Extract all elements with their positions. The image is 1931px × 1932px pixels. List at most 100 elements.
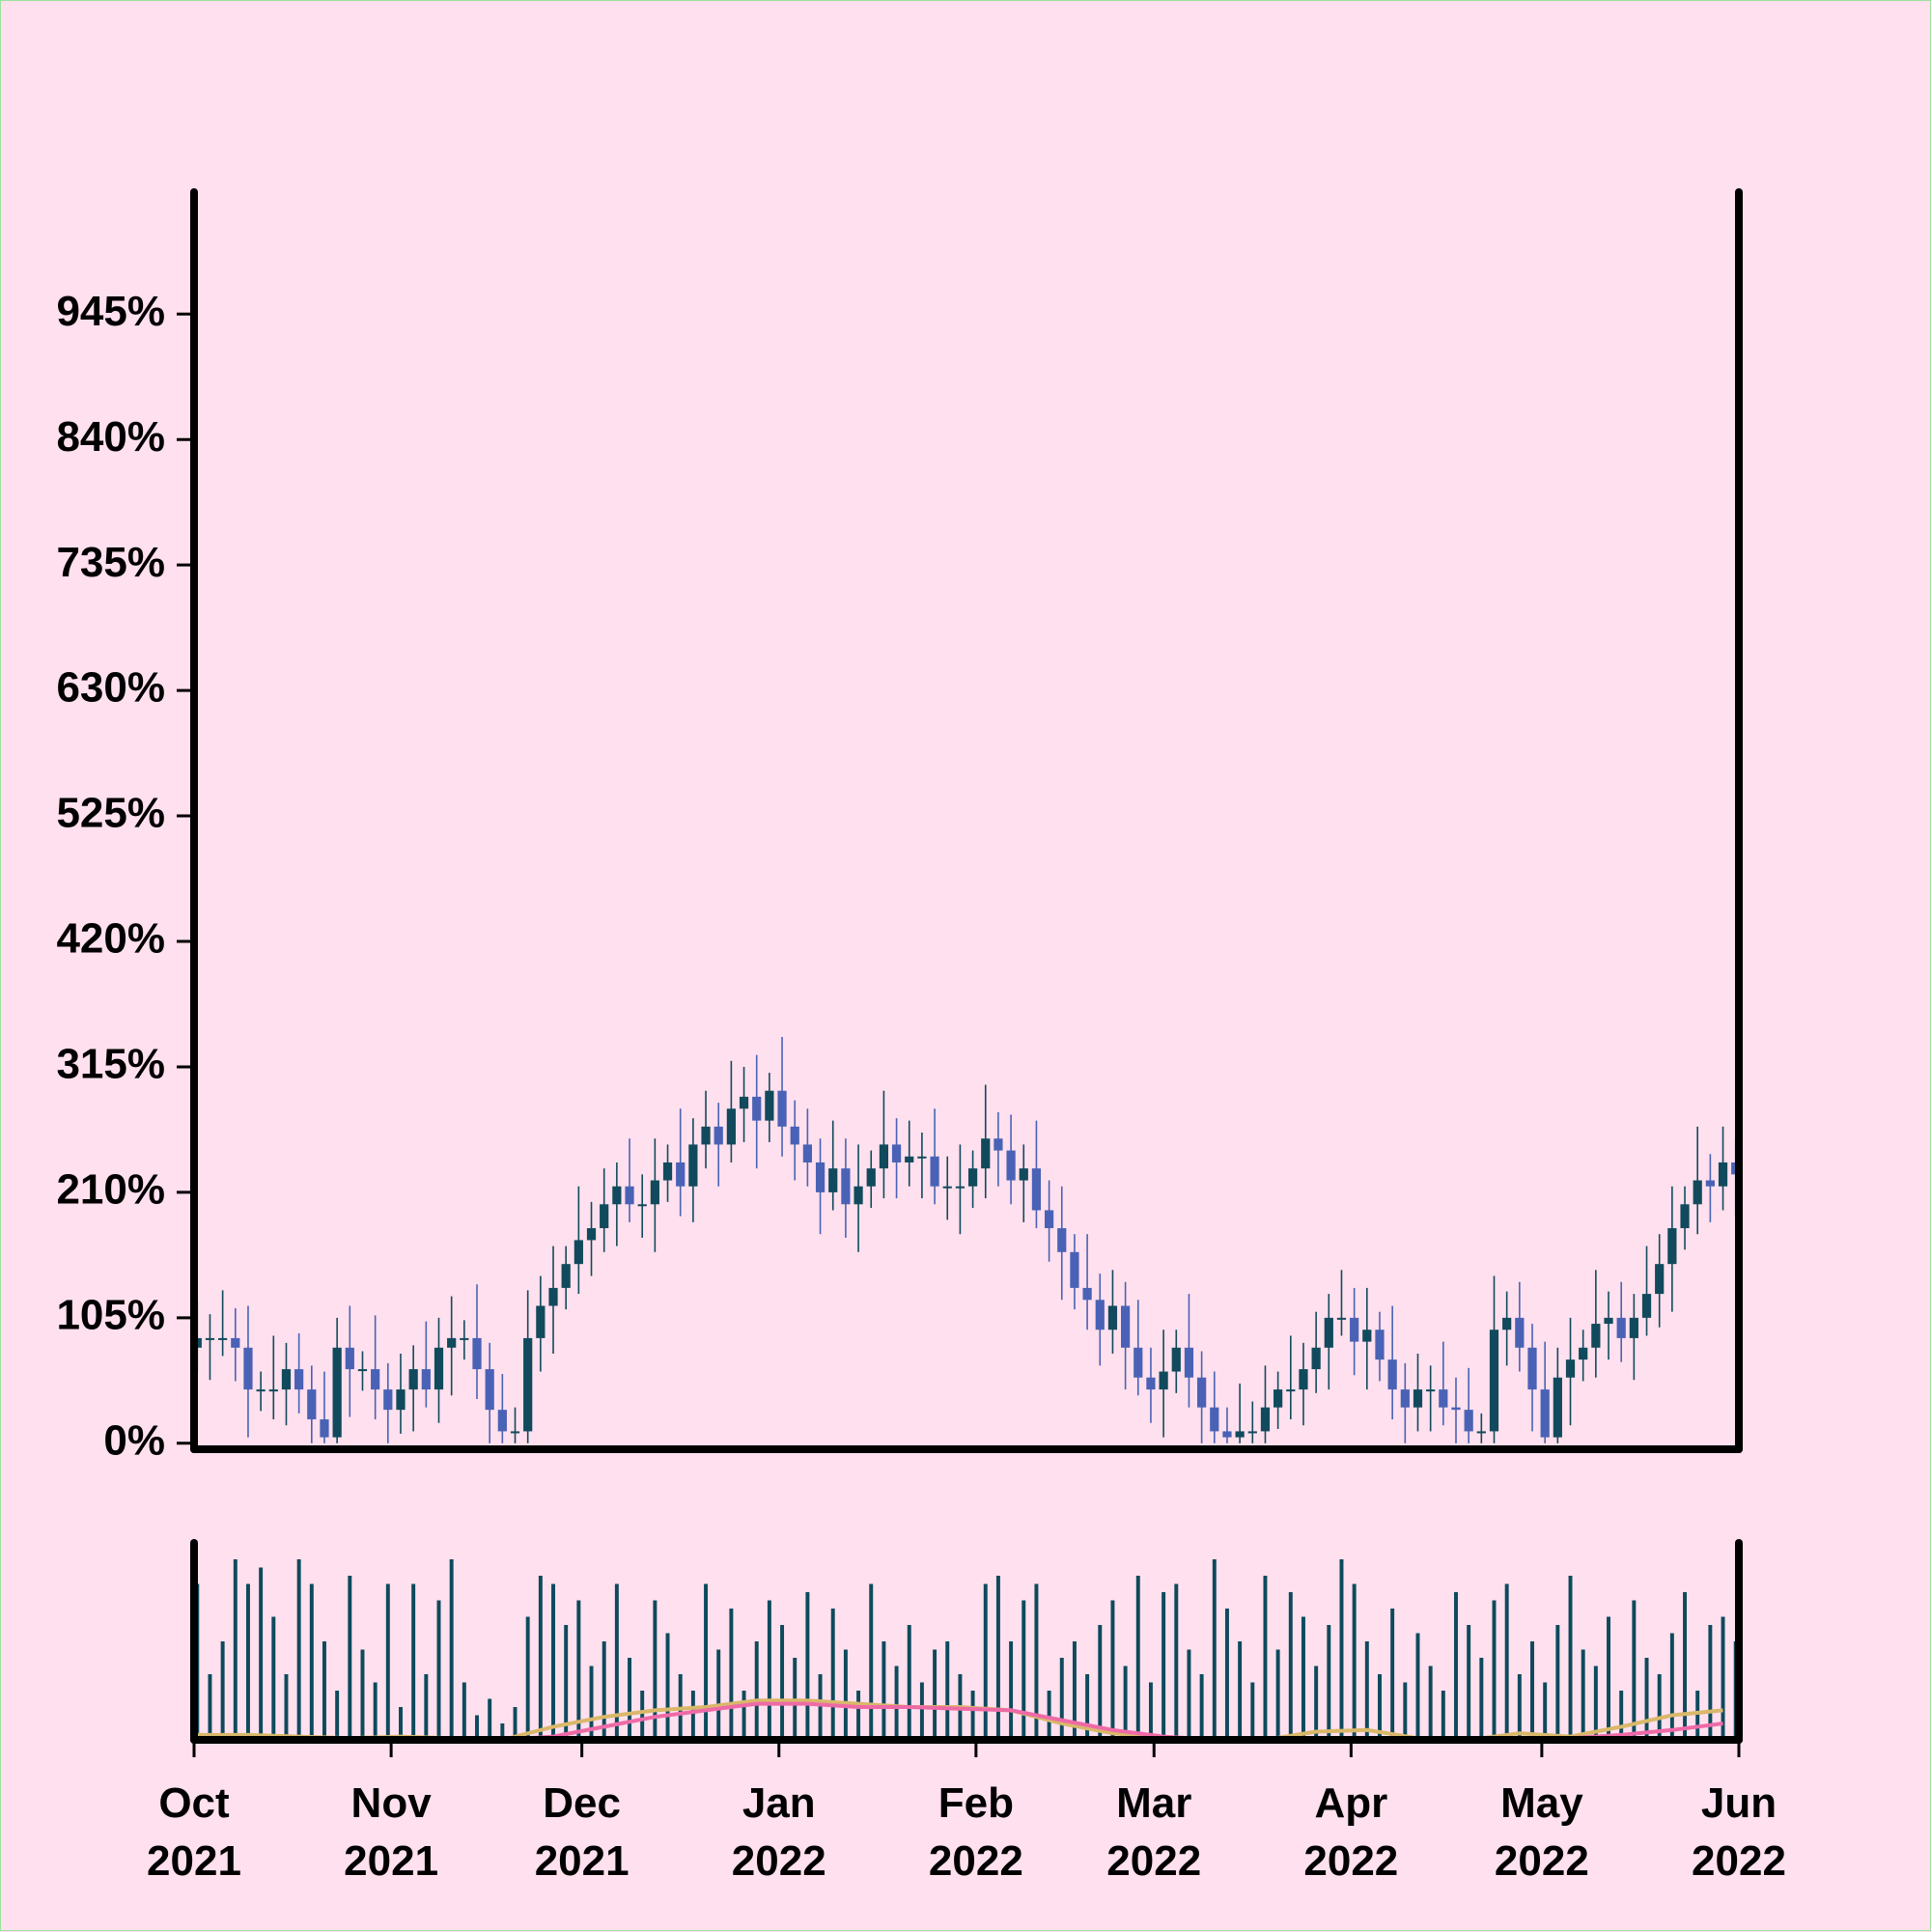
- volume-bar: [1619, 1691, 1624, 1740]
- volume-bar: [690, 1691, 695, 1740]
- candle-body: [1222, 1431, 1232, 1438]
- volume-bar: [1199, 1674, 1204, 1740]
- volume-bar: [513, 1707, 518, 1740]
- candle-body: [993, 1138, 1003, 1151]
- volume-bar: [945, 1641, 950, 1740]
- volume-bar: [882, 1641, 886, 1740]
- candle-body: [574, 1240, 583, 1265]
- volume-bar: [1530, 1641, 1534, 1740]
- candle-body: [1718, 1162, 1728, 1187]
- volume-bar: [1238, 1641, 1243, 1740]
- candle-body: [802, 1144, 812, 1162]
- candle-body: [1579, 1347, 1588, 1360]
- volume-bar: [1568, 1576, 1573, 1740]
- volume-bar: [1467, 1625, 1471, 1740]
- candle-body: [841, 1168, 851, 1205]
- candle-body: [955, 1186, 966, 1189]
- volume-bar: [564, 1625, 569, 1740]
- candle-body: [1184, 1347, 1194, 1378]
- candle-body: [1031, 1168, 1042, 1211]
- candle-body: [1655, 1264, 1665, 1295]
- volume-bar: [1123, 1666, 1128, 1740]
- volume-bar: [1110, 1600, 1115, 1740]
- volume-bar: [628, 1658, 632, 1740]
- candle-body: [752, 1096, 762, 1121]
- volume-bar: [1352, 1583, 1357, 1740]
- volume-bar: [1695, 1691, 1700, 1740]
- candle-body: [408, 1369, 418, 1390]
- candle-body: [866, 1168, 876, 1187]
- candle-body: [739, 1096, 749, 1109]
- candle-body: [1121, 1305, 1131, 1348]
- candle-body: [1159, 1371, 1168, 1390]
- candle-body: [218, 1337, 228, 1340]
- candle-body: [1591, 1324, 1601, 1348]
- candle-body: [1260, 1407, 1271, 1432]
- candle-body: [1451, 1407, 1461, 1411]
- candle-body: [891, 1144, 902, 1162]
- y-tick-label: 420%: [56, 915, 165, 963]
- candle-body: [1019, 1168, 1028, 1181]
- candle-body: [777, 1090, 787, 1127]
- volume-bar: [1224, 1609, 1229, 1740]
- volume-bar: [1378, 1674, 1382, 1740]
- volume-bar: [1301, 1616, 1305, 1740]
- volume-bar: [309, 1583, 314, 1740]
- candle-body: [434, 1347, 444, 1390]
- candle-body: [714, 1126, 723, 1145]
- volume-bar: [335, 1691, 340, 1740]
- volume-bar: [907, 1625, 911, 1740]
- volume-bar: [1555, 1625, 1560, 1740]
- candle-body: [1693, 1180, 1702, 1205]
- volume-bar: [805, 1592, 810, 1740]
- candle-body: [1540, 1389, 1550, 1438]
- volume-bar: [1441, 1691, 1445, 1740]
- candle-body: [345, 1347, 354, 1370]
- candle-body: [942, 1186, 952, 1189]
- y-tick-label: 840%: [56, 413, 165, 461]
- candle-body: [421, 1369, 431, 1390]
- candle-body: [1336, 1317, 1347, 1320]
- volume-bar: [933, 1649, 938, 1740]
- candle-body: [396, 1389, 406, 1411]
- candle-body: [586, 1228, 597, 1241]
- volume-bar: [1339, 1559, 1344, 1740]
- volume-bar: [983, 1583, 988, 1740]
- candle-body: [1667, 1228, 1677, 1265]
- candle-body: [1439, 1389, 1448, 1408]
- volume-bar: [220, 1641, 225, 1740]
- volume-bar: [1148, 1682, 1153, 1740]
- x-tick-label: Apr 2022: [1303, 1779, 1399, 1885]
- candle-body: [600, 1204, 609, 1229]
- volume-bar: [1059, 1658, 1064, 1740]
- candle-body: [1680, 1204, 1690, 1229]
- x-tick-label: Feb 2022: [928, 1779, 1023, 1885]
- y-tick-label: 525%: [56, 790, 165, 837]
- candle-body: [879, 1144, 889, 1169]
- volume-bar: [399, 1707, 403, 1740]
- candle-body: [1426, 1389, 1436, 1392]
- volume-bar: [1047, 1691, 1051, 1740]
- volume-bar: [1390, 1609, 1395, 1740]
- volume-bar: [1593, 1666, 1598, 1740]
- volume-bar: [411, 1583, 416, 1740]
- candle-body: [1133, 1347, 1143, 1378]
- x-tick-label: Dec 2021: [534, 1779, 630, 1885]
- candle-body: [1006, 1150, 1016, 1181]
- volume-bar: [1644, 1658, 1649, 1740]
- volume-bar: [551, 1583, 555, 1740]
- candle-body: [332, 1347, 342, 1438]
- candle-body: [307, 1389, 317, 1420]
- volume-bar: [373, 1682, 378, 1740]
- volume-bar: [1492, 1600, 1497, 1740]
- candle-body: [612, 1186, 622, 1205]
- volume-bar: [322, 1641, 326, 1740]
- volume-bar: [1085, 1674, 1090, 1740]
- candle-body: [1299, 1369, 1308, 1390]
- volume-bar: [538, 1576, 543, 1740]
- candle-body: [447, 1337, 457, 1348]
- volume-bar: [385, 1583, 390, 1740]
- candle-body: [625, 1186, 634, 1205]
- candle-body: [1350, 1317, 1359, 1342]
